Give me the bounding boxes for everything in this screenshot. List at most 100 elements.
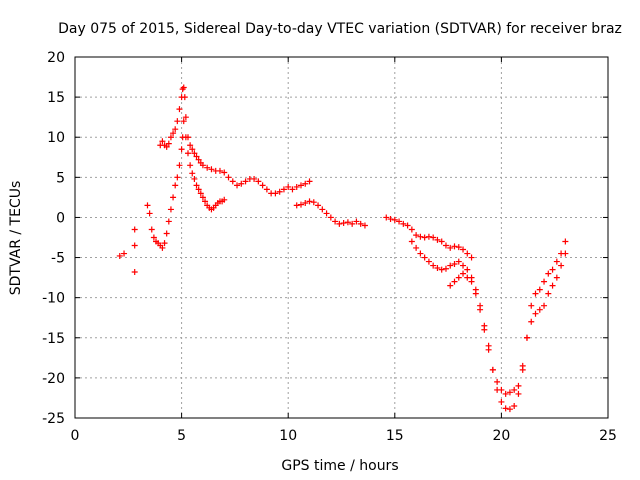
data-point (472, 290, 479, 297)
data-point (234, 182, 241, 189)
data-point (199, 194, 206, 201)
data-point (515, 382, 522, 389)
grid-lines (75, 57, 608, 418)
data-point (349, 220, 356, 227)
data-point (121, 250, 128, 257)
data-point (408, 238, 415, 245)
data-point (319, 206, 326, 213)
y-tick-label: -25 (42, 411, 65, 427)
data-point (238, 180, 245, 187)
data-point (477, 306, 484, 313)
data-point (549, 282, 556, 289)
data-point (421, 234, 428, 241)
data-point (276, 188, 283, 195)
data-point (332, 218, 339, 225)
data-point (302, 180, 309, 187)
data-point (187, 142, 194, 149)
data-point (225, 174, 232, 181)
x-tick-label: 10 (279, 428, 297, 444)
data-point (464, 250, 471, 257)
data-point (451, 243, 458, 250)
data-point (167, 206, 174, 213)
data-point (285, 183, 292, 190)
data-point (460, 270, 467, 277)
data-point (549, 266, 556, 273)
data-point (511, 386, 518, 393)
data-point (148, 226, 155, 233)
data-point (221, 169, 228, 176)
data-point (451, 278, 458, 285)
data-point (404, 222, 411, 229)
data-point (340, 220, 347, 227)
data-point (195, 156, 202, 163)
data-point (523, 334, 530, 341)
data-point (528, 302, 535, 309)
data-point (189, 170, 196, 177)
data-point (184, 150, 191, 157)
data-point (494, 378, 501, 385)
data-point (498, 386, 505, 393)
data-point (489, 366, 496, 373)
data-point (421, 254, 428, 261)
data-point (165, 140, 172, 147)
y-tick-label: -5 (51, 251, 65, 267)
data-point (536, 286, 543, 293)
data-point (336, 220, 343, 227)
data-point (189, 146, 196, 153)
data-point (116, 252, 123, 259)
x-tick-label: 25 (599, 428, 617, 444)
y-tick-label: -10 (42, 291, 65, 307)
data-point (197, 190, 204, 197)
data-point (498, 398, 505, 405)
data-point (562, 238, 569, 245)
data-point (306, 178, 313, 185)
data-point (131, 268, 138, 275)
data-point (289, 186, 296, 193)
x-tick-label: 20 (492, 428, 510, 444)
data-point (174, 174, 181, 181)
data-point (425, 258, 432, 265)
data-point (481, 326, 488, 333)
data-point (255, 178, 262, 185)
data-point (528, 318, 535, 325)
data-point (357, 220, 364, 227)
y-tick-label: -20 (42, 371, 65, 387)
data-point (515, 390, 522, 397)
data-point (327, 214, 334, 221)
data-point (447, 244, 454, 251)
data-point (438, 238, 445, 245)
data-point (229, 178, 236, 185)
data-point (182, 114, 189, 121)
data-points (116, 84, 569, 413)
data-point (460, 262, 467, 269)
data-point (417, 233, 424, 240)
data-point (251, 175, 258, 182)
series-6 (447, 238, 569, 397)
data-point (502, 405, 509, 412)
x-tick-label: 0 (71, 428, 80, 444)
data-point (558, 250, 565, 257)
data-point (180, 84, 187, 91)
data-point (558, 262, 565, 269)
data-point (293, 202, 300, 209)
data-point (417, 250, 424, 257)
data-point (172, 126, 179, 133)
data-point (387, 216, 394, 223)
y-tick-label: -15 (42, 331, 65, 347)
data-point (297, 182, 304, 189)
data-point (438, 266, 445, 273)
series-5 (408, 238, 569, 413)
y-tick-label: 0 (56, 210, 65, 226)
data-point (383, 214, 390, 221)
data-point (434, 264, 441, 271)
data-point (344, 219, 351, 226)
data-point (293, 183, 300, 190)
data-point (146, 210, 153, 217)
data-point (199, 162, 206, 169)
data-point (396, 218, 403, 225)
data-point (536, 306, 543, 313)
data-point (163, 230, 170, 237)
data-point (451, 260, 458, 267)
data-point (242, 178, 249, 185)
data-point (455, 274, 462, 281)
